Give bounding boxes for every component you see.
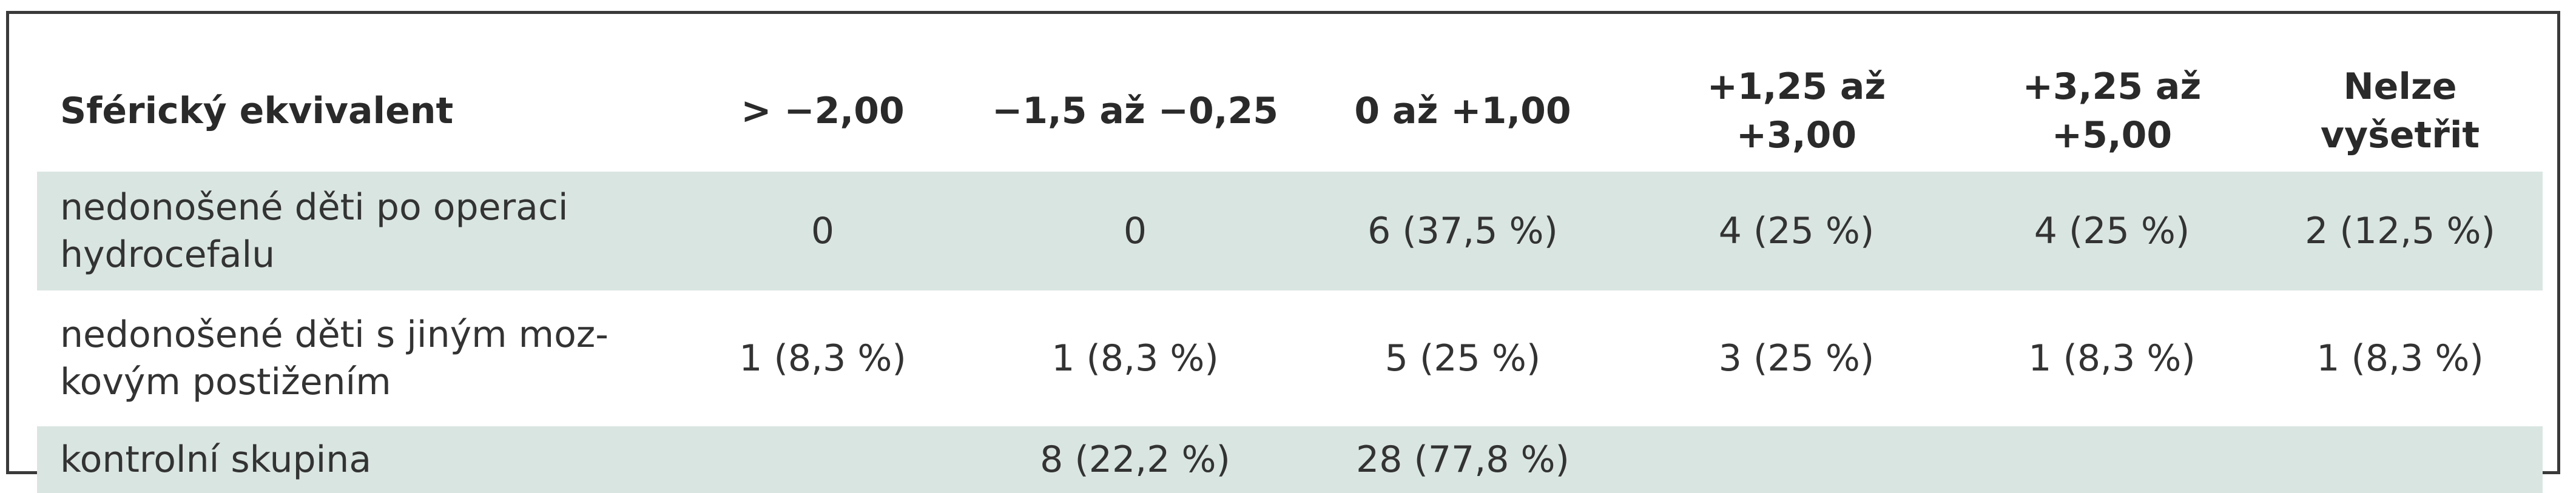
table-cell: 1 (8,3 %) xyxy=(2316,337,2484,380)
row-label: kontrolní skupina xyxy=(37,426,674,493)
header-cell-cannot-examine: Nelze vyšetřit xyxy=(2320,65,2480,156)
table-cell: 5 (25 %) xyxy=(1384,337,1541,380)
header-row: Sférický ekvivalent > −2,00 −1,5 až −0,2… xyxy=(37,50,2543,172)
table-row: nedonošené děti po operaci hydrocefalu 0… xyxy=(37,172,2543,290)
table-cell: 8 (22,2 %) xyxy=(971,426,1299,493)
row-label: nedonošené děti po operaci hydrocefalu xyxy=(37,172,674,290)
table-cell xyxy=(1627,426,1966,493)
table-cell: 4 (25 %) xyxy=(1627,172,1966,290)
header-cell-range-5: +3,25 až +5,00 xyxy=(2022,65,2202,156)
header-cell-range-3: 0 až +1,00 xyxy=(1354,90,1571,132)
table-cell xyxy=(1966,426,2257,493)
table-cell: 1 (8,3 %) xyxy=(739,337,906,380)
header-cell-range-2: −1,5 až −0,25 xyxy=(991,90,1279,132)
header-cell-range-1: > −2,00 xyxy=(741,90,905,132)
table-cell: 6 (37,5 %) xyxy=(1299,172,1627,290)
table-cell: 4 (25 %) xyxy=(1966,172,2257,290)
table-cell: 28 (77,8 %) xyxy=(1299,426,1627,493)
row-label: nedonošené děti s jiným moz-kovým postiž… xyxy=(60,314,609,403)
header-cell-range-4: +1,25 až +3,00 xyxy=(1707,65,1886,156)
row-spacer xyxy=(37,290,2543,299)
row-spacer xyxy=(37,418,2543,426)
header-cell-spherical-equivalent: Sférický ekvivalent xyxy=(60,90,454,132)
table-row: kontrolní skupina 8 (22,2 %) 28 (77,8 %) xyxy=(37,426,2543,493)
table-frame: Sférický ekvivalent > −2,00 −1,5 až −0,2… xyxy=(6,11,2560,493)
table-row: nedonošené děti s jiným moz-kovým postiž… xyxy=(37,299,2543,418)
table-cell: 2 (12,5 %) xyxy=(2257,172,2543,290)
table-cell xyxy=(674,426,971,493)
table-cell: 0 xyxy=(674,172,971,290)
table-cell: 1 (8,3 %) xyxy=(1051,337,1219,380)
table-cell: 0 xyxy=(971,172,1299,290)
table-cell: 3 (25 %) xyxy=(1718,337,1875,380)
table-cell xyxy=(2257,426,2543,493)
data-table: Sférický ekvivalent > −2,00 −1,5 až −0,2… xyxy=(37,50,2543,493)
table-cell: 1 (8,3 %) xyxy=(2028,337,2196,380)
